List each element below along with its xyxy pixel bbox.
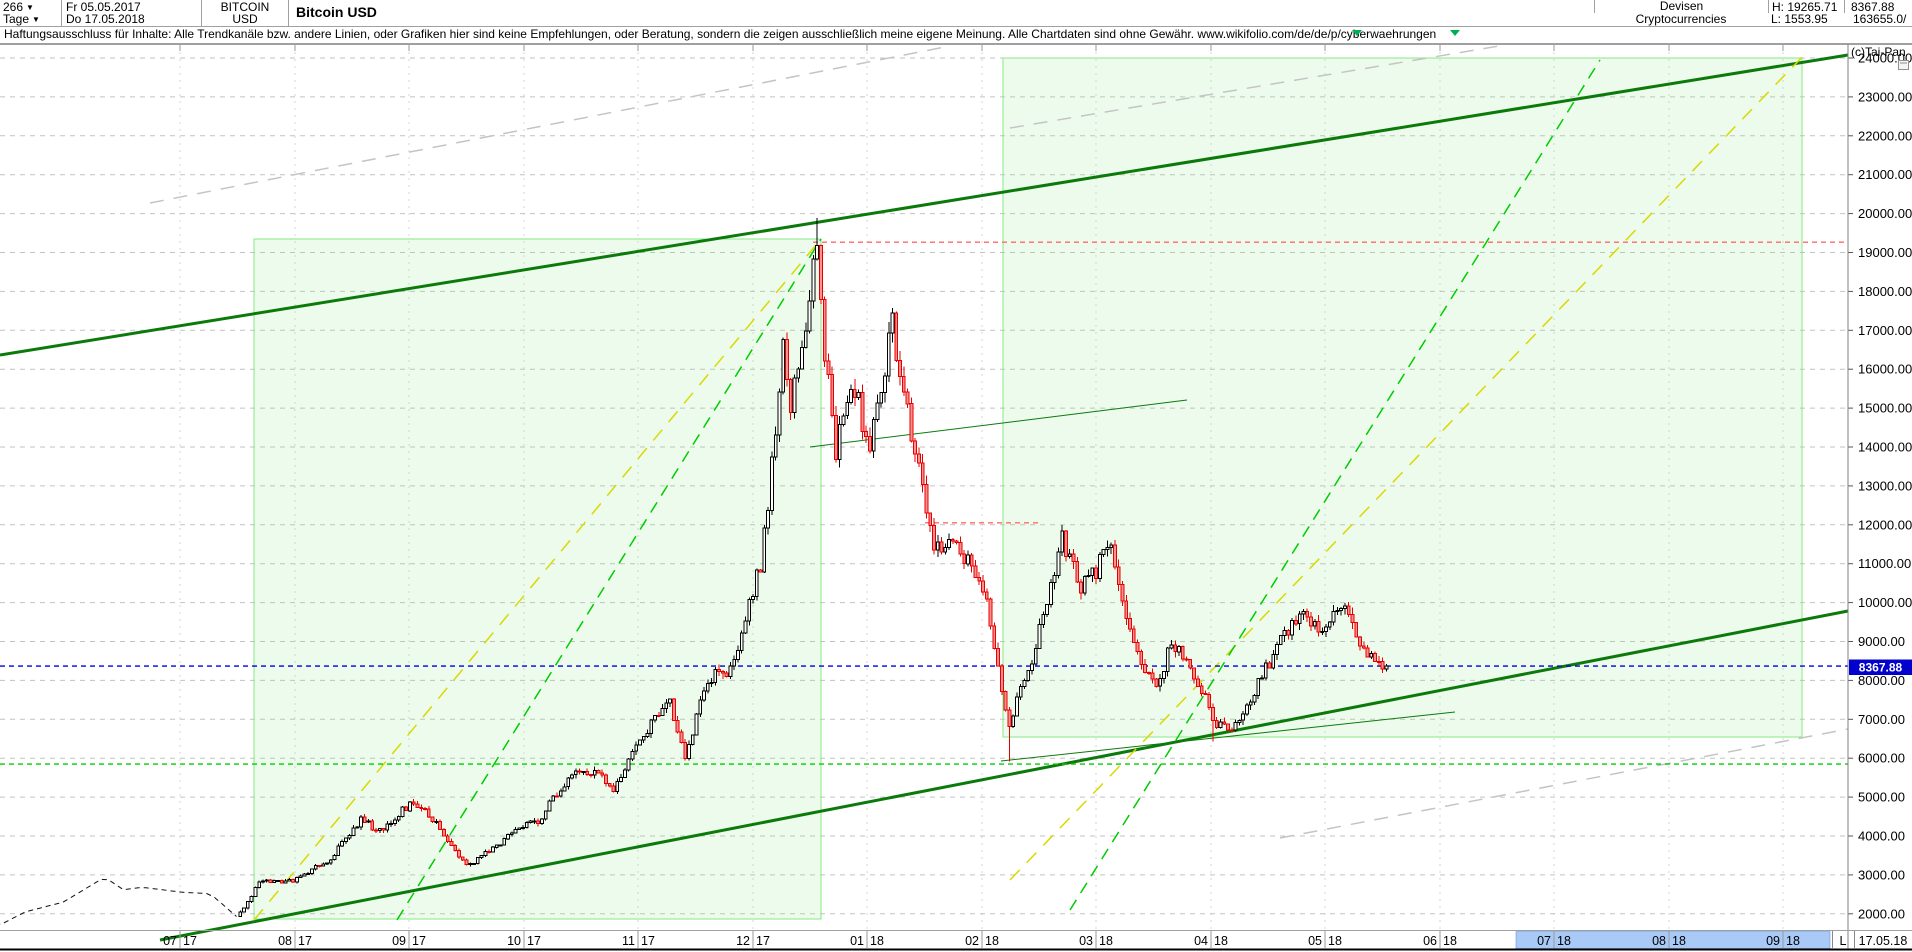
- early-price-polyline: [0, 878, 237, 925]
- price-marker-value: 8367.88: [1859, 661, 1903, 675]
- time-axis-label[interactable]: 07: [163, 934, 177, 948]
- yellow-fan-left: [253, 238, 822, 921]
- time-axis-label[interactable]: 08: [1652, 934, 1666, 948]
- price-axis-label: 9000.00: [1858, 634, 1905, 649]
- price-axis-label: 17000.00: [1858, 323, 1912, 338]
- instrument-title: Bitcoin USD: [296, 4, 377, 20]
- time-axis-label[interactable]: 09: [392, 934, 406, 948]
- price-chart[interactable]: 24000.0023000.0022000.0021000.0020000.00…: [0, 44, 1912, 952]
- gray-channel-top-b: [1009, 44, 1506, 129]
- price-axis-label: 15000.00: [1858, 401, 1912, 416]
- time-axis-label[interactable]: 06: [1423, 934, 1437, 948]
- period-dropdown[interactable]: Tage ▼: [0, 13, 62, 26]
- price-axis-label: 3000.00: [1858, 867, 1905, 882]
- price-axis-label: 16000.00: [1858, 362, 1912, 377]
- time-axis-label[interactable]: 09: [1766, 934, 1780, 948]
- time-axis-label[interactable]: 08: [278, 934, 292, 948]
- price-axis-label: 10000.00: [1858, 595, 1912, 610]
- price-axis-label: 5000.00: [1858, 790, 1905, 805]
- price-axis-label: 14000.00: [1858, 440, 1912, 455]
- price-axis-label: 19000.00: [1858, 245, 1912, 260]
- chevron-down-icon: ▼: [26, 3, 34, 12]
- symbol-label: BITCOIN: [202, 0, 289, 13]
- time-axis-label[interactable]: 18: [1672, 934, 1686, 948]
- minor-trendline-low: [1000, 711, 1456, 762]
- time-axis-label[interactable]: 17: [412, 934, 426, 948]
- subcategory-label: Cryptocurrencies: [1635, 13, 1727, 26]
- chevron-down-icon: ▼: [32, 15, 40, 24]
- gray-channel-bottom: [1279, 728, 1849, 839]
- time-axis-label[interactable]: 18: [870, 934, 884, 948]
- marker-triangle-icon: [1352, 30, 1362, 36]
- date-from[interactable]: Fr 05.05.2017: [62, 0, 202, 13]
- range-high-label: H: 19265.71: [1768, 0, 1844, 13]
- price-axis-label: 13000.00: [1858, 478, 1912, 493]
- time-axis-label[interactable]: 04: [1194, 934, 1208, 948]
- last-bar-label: L: [1840, 934, 1847, 948]
- time-axis-label[interactable]: 17: [298, 934, 312, 948]
- price-axis-label: 22000.00: [1858, 128, 1912, 143]
- date-to[interactable]: Do 17.05.2018: [62, 13, 202, 26]
- price-axis-label: 23000.00: [1858, 89, 1912, 104]
- green-fan-right: [1069, 59, 1601, 911]
- time-axis-label[interactable]: 17: [527, 934, 541, 948]
- time-axis-label[interactable]: 18: [1328, 934, 1342, 948]
- currency-label: USD: [202, 13, 289, 26]
- price-axis-label: 4000.00: [1858, 829, 1905, 844]
- time-axis-label[interactable]: 18: [1557, 934, 1571, 948]
- upper-channel-line: [0, 53, 1849, 357]
- price-axis-label: 7000.00: [1858, 712, 1905, 727]
- time-axis-label[interactable]: 18: [1099, 934, 1113, 948]
- time-axis-label[interactable]: 12: [736, 934, 750, 948]
- last-date-label: 17.05.18: [1859, 934, 1908, 948]
- time-axis-label[interactable]: 07: [1537, 934, 1551, 948]
- price-axis-label: 12000.00: [1858, 517, 1912, 532]
- time-axis-label[interactable]: 18: [985, 934, 999, 948]
- time-axis-label[interactable]: 17: [756, 934, 770, 948]
- time-axis-label[interactable]: 11: [622, 934, 635, 948]
- range-low-label: L: 1553.95: [1771, 13, 1828, 26]
- window-restore-icon[interactable]: [1898, 60, 1909, 70]
- disclaimer-text: Haftungsausschluss für Inhalte: Alle Tre…: [0, 26, 1912, 44]
- price-axis-label: 20000.00: [1858, 206, 1912, 221]
- time-axis-label[interactable]: 18: [1214, 934, 1228, 948]
- bars-count-dropdown[interactable]: 266 ▼: [0, 0, 62, 13]
- header-bar: 266 ▼ Tage ▼ Fr 05.05.2017 Do 17.05.2018 B…: [0, 0, 1912, 27]
- gray-channel-top-a: [149, 45, 951, 204]
- time-axis-label[interactable]: 05: [1308, 934, 1322, 948]
- copyright-label: (c)Tai-Pan: [1851, 45, 1906, 59]
- last-price-label: 8367.88: [1844, 0, 1912, 13]
- period-value: Tage: [3, 13, 30, 26]
- green-fan-left: [396, 238, 822, 921]
- time-axis-label[interactable]: 18: [1443, 934, 1457, 948]
- bars-count-value: 266: [3, 0, 24, 14]
- marker-triangle-icon: [1450, 30, 1460, 36]
- time-axis-label[interactable]: 17: [183, 934, 197, 948]
- price-axis-label: 11000.00: [1858, 556, 1911, 571]
- time-axis-label[interactable]: 18: [1786, 934, 1800, 948]
- price-axis-label: 21000.00: [1858, 167, 1912, 182]
- volume-label: 163655.0/: [1853, 13, 1907, 26]
- time-axis-label[interactable]: 02: [965, 934, 979, 948]
- time-axis-label[interactable]: 03: [1079, 934, 1093, 948]
- candles: [238, 217, 1389, 917]
- time-axis-label[interactable]: 17: [641, 934, 655, 948]
- price-axis-label: 2000.00: [1858, 906, 1905, 921]
- price-axis-label: 6000.00: [1858, 751, 1905, 766]
- price-marker-box: [1849, 659, 1912, 675]
- right-green-box: [1002, 57, 1803, 738]
- category-label: Devisen: [1594, 0, 1768, 13]
- price-axis-label: 18000.00: [1858, 284, 1912, 299]
- time-axis-label[interactable]: 01: [850, 934, 864, 948]
- time-axis-label[interactable]: 10: [507, 934, 521, 948]
- price-axis-label: 8000.00: [1858, 673, 1905, 688]
